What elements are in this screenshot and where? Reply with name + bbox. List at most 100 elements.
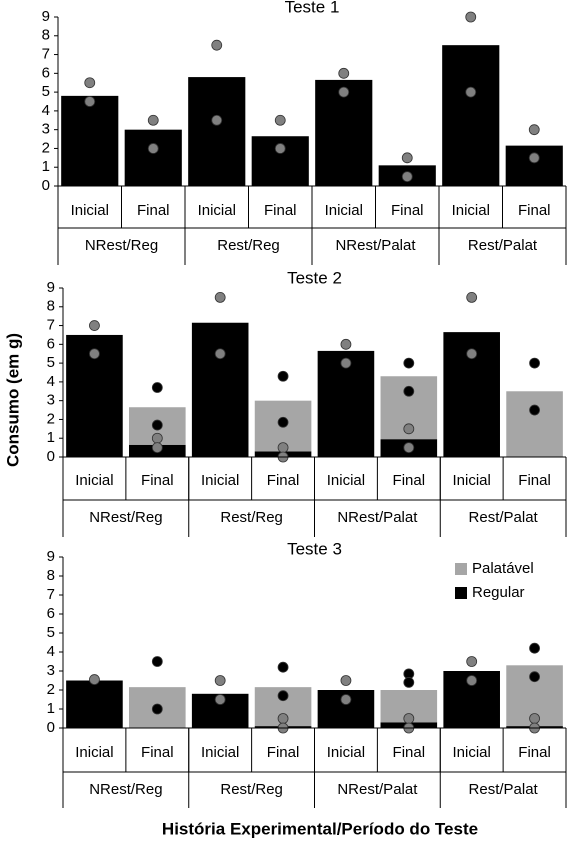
bar [61,95,119,186]
x-tick-label: Final [518,744,551,761]
x-tick-label: Inicial [327,744,365,761]
data-point [529,713,540,724]
data-point [214,675,226,686]
chart-title: Teste 2 [287,268,342,287]
x-tick-label: Inicial [453,472,491,489]
data-point [274,114,286,126]
data-point [529,642,540,654]
data-point [340,357,352,369]
x-tick-label: Final [391,202,424,219]
y-tick-label: 6 [47,335,55,352]
data-point [147,114,159,126]
data-point [89,348,100,360]
data-point [529,404,540,416]
data-point [401,171,413,183]
bar [191,322,249,457]
y-tick-label: 8 [47,567,55,584]
y-tick-label: 7 [47,317,55,334]
y-tick-label: 4 [42,102,50,119]
bar [506,391,563,457]
data-point [89,320,100,331]
x-tick-label: Final [393,472,426,489]
data-point [277,442,289,454]
y-tick-label: 8 [42,27,50,44]
data-point [151,382,163,393]
y-tick-label: 1 [47,429,55,446]
data-point [151,656,163,667]
y-tick-label: 9 [42,8,50,25]
legend-label: Regular [472,584,525,601]
x-tick-label: Final [267,472,300,489]
data-point [465,11,477,23]
legend-swatch [455,587,467,599]
group-label: Rest/Reg [220,781,283,798]
data-point [529,671,540,683]
data-point [466,675,478,686]
data-point [214,291,226,303]
group-label: NRest/Palat [337,509,418,526]
y-tick-label: 9 [47,548,55,565]
x-tick-label: Inicial [198,202,236,219]
bar [317,350,375,457]
group-label: NRest/Reg [85,237,158,254]
y-tick-label: 0 [42,177,50,194]
y-tick-label: 2 [47,410,55,427]
data-point [528,124,540,136]
x-tick-label: Inicial [325,202,363,219]
data-point [403,385,415,397]
x-tick-label: Final [141,744,174,761]
y-tick-label: 3 [47,662,55,679]
bar [188,77,246,186]
y-tick-label: 3 [42,121,50,138]
data-point [529,357,540,369]
data-point [403,713,415,724]
x-tick-label: Final [264,202,297,219]
y-tick-label: 8 [47,298,55,315]
x-tick-label: Final [393,744,426,761]
data-point [89,674,100,685]
x-tick-label: Final [141,472,174,489]
chart-title: Teste 1 [285,0,340,16]
y-tick-label: 2 [47,681,55,698]
y-tick-label: 1 [47,700,55,717]
y-tick-label: 4 [47,643,55,660]
data-point [84,77,96,89]
group-label: NRest/Reg [89,781,162,798]
group-label: NRest/Palat [335,237,416,254]
data-point [403,442,415,454]
data-point [401,152,413,164]
x-tick-label: Inicial [453,744,491,761]
data-point [151,419,163,431]
bar [124,129,182,186]
x-tick-label: Inicial [201,744,239,761]
data-point [403,357,415,369]
legend-label: Palatável [472,560,534,577]
x-tick-label: Inicial [201,472,239,489]
x-axis-label: História Experimental/Período do Teste [162,819,478,838]
data-point [211,39,223,51]
x-tick-label: Final [267,744,300,761]
x-tick-label: Final [137,202,170,219]
group-label: NRest/Palat [337,781,418,798]
data-point [466,348,478,360]
data-point [151,432,163,444]
bar [442,45,500,186]
bar [505,145,563,186]
y-tick-label: 6 [47,605,55,622]
group-label: NRest/Reg [89,509,162,526]
y-tick-label: 6 [42,64,50,81]
data-point [84,96,96,107]
data-point [214,694,226,705]
data-point [340,675,352,686]
y-axis-label: Consumo (em g) [3,333,22,467]
data-point [466,291,478,303]
y-tick-label: 7 [47,586,55,603]
y-tick-label: 4 [47,373,55,390]
y-tick-label: 1 [42,158,50,175]
x-tick-label: Inicial [75,744,113,761]
x-tick-label: Inicial [71,202,109,219]
y-tick-label: 7 [42,46,50,63]
group-label: Rest/Palat [469,781,539,798]
legend-swatch [455,563,467,575]
